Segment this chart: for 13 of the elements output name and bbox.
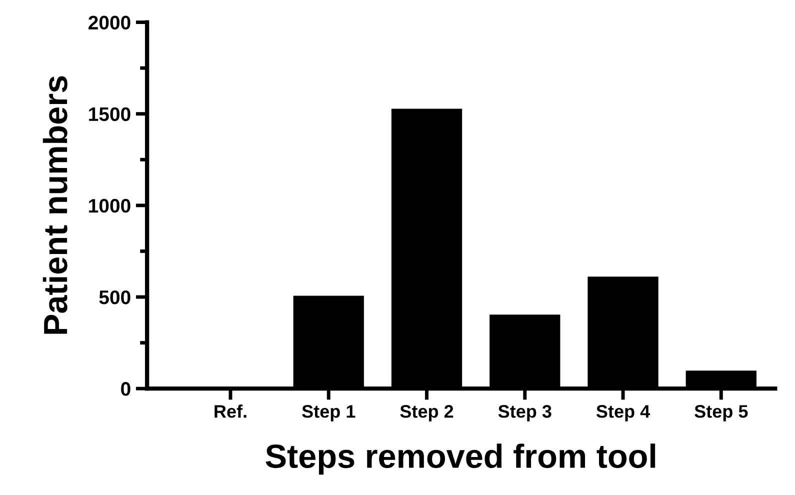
x-tick-label: Step 1: [302, 405, 356, 422]
y-tick-label: 2000: [88, 16, 130, 30]
y-tick-label: 0: [121, 382, 130, 396]
x-tick-label: Step 4: [596, 405, 650, 422]
y-tick-label: 1000: [89, 198, 130, 213]
x-tick-label: Ref.: [214, 404, 246, 418]
y-axis-title: Patient numbers: [42, 76, 68, 334]
x-tick-label: Step 5: [694, 405, 748, 422]
y-tick-label: 1500: [89, 107, 130, 122]
y-tick-label: 500: [99, 290, 130, 304]
x-tick-label: Step 3: [498, 405, 552, 422]
x-tick-label: Step 2: [400, 405, 454, 422]
x-axis-title: Steps removed from tool: [266, 444, 656, 475]
